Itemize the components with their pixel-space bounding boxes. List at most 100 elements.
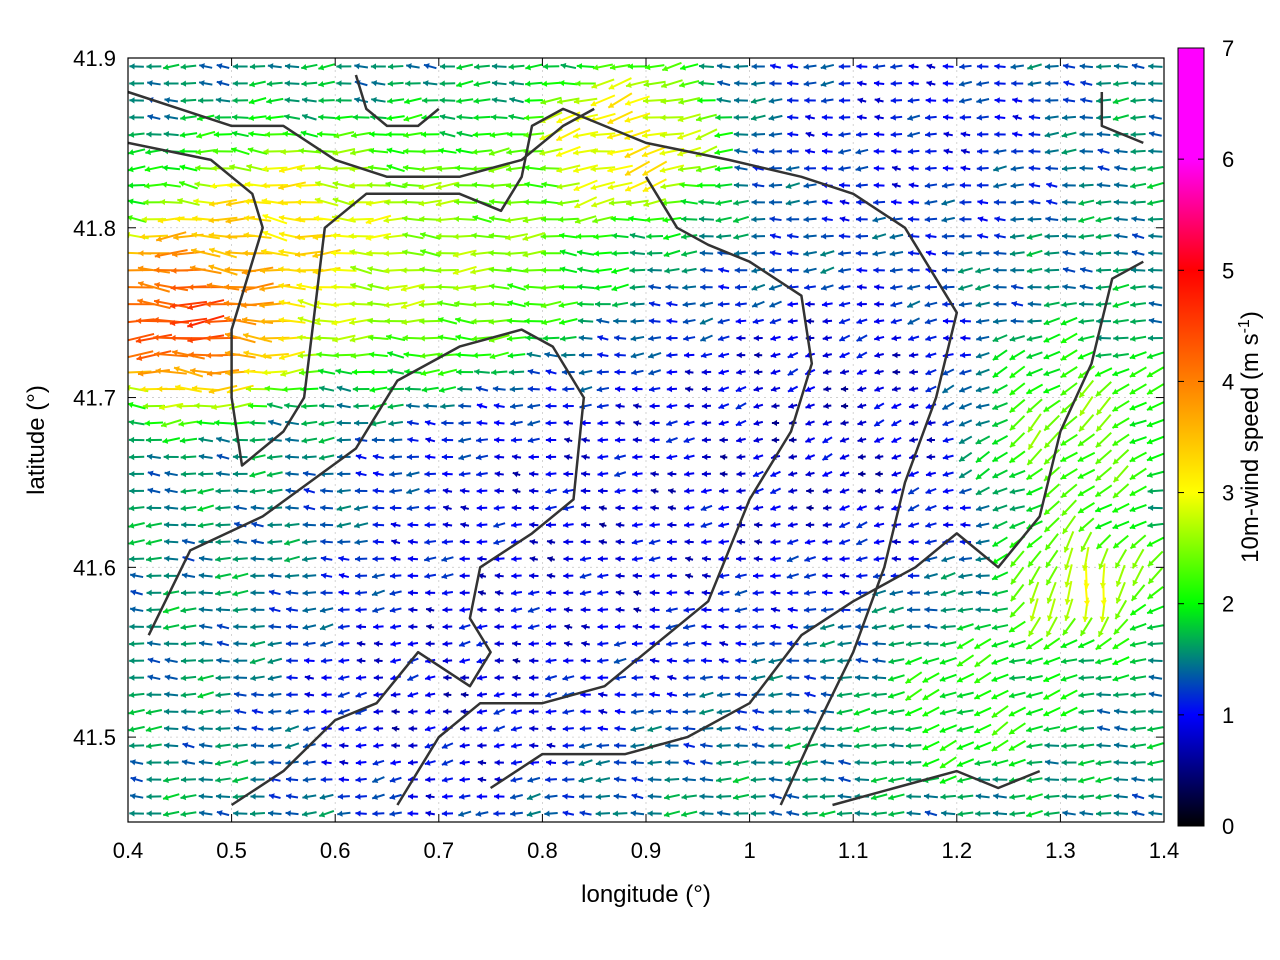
wind-arrow-head [924,284,931,291]
wind-arrow-head [460,521,467,529]
wind-arrow-head [251,521,258,528]
wind-arrow-head [959,420,966,427]
wind-arrow-head [250,606,256,613]
wind-arrow-shaft [128,370,152,374]
wind-arrow-head [677,133,684,140]
wind-arrow-head [197,505,204,512]
wind-arrow-head [470,268,476,275]
wind-arrow-head [804,165,810,172]
wind-arrow-head [198,555,205,562]
wind-arrow-head [332,165,338,172]
wind-arrow-head [1078,708,1084,716]
wind-arrow-head [733,759,739,767]
wind-arrow-head [269,606,275,613]
wind-arrow-shaft [137,281,170,293]
wind-arrow-head [733,114,739,121]
wind-arrow-head [140,386,146,393]
wind-arrow-head [871,725,877,733]
wind-arrow-head [683,759,690,766]
wind-arrow-head [1044,148,1051,155]
wind-arrow-head [331,301,337,308]
wind-arrow-head [245,385,252,393]
wind-arrow-head [425,691,431,698]
wind-arrow-head [643,201,650,208]
wind-arrow-head [785,708,791,715]
wind-arrow-head [579,573,586,580]
wind-arrow-head [768,708,774,715]
wind-arrow-head [512,488,519,495]
wind-arrow-head [873,165,880,172]
wind-arrow-head [908,199,914,206]
wind-arrow-head [471,181,478,189]
wind-arrow-head [681,811,687,818]
wind-arrow-head [1060,319,1067,326]
wind-arrow-head [146,742,152,750]
wind-arrow-head [459,759,466,766]
wind-arrow-head [233,657,239,664]
wind-arrow-head [733,131,740,138]
wind-arrow-head [540,284,547,291]
wind-arrow-head [787,80,793,87]
wind-arrow-head [1083,583,1090,589]
wind-arrow-head [1063,97,1069,104]
wind-arrow-head [1010,216,1016,223]
wind-arrow-head [163,759,169,766]
wind-arrow-head [642,186,649,192]
wind-arrow-head [302,589,308,597]
wind-arrow-head [1008,710,1015,717]
wind-arrow-head [542,335,548,342]
wind-arrow-head [130,572,136,579]
wind-arrow-head [805,148,811,155]
wind-arrow-head [803,640,809,648]
wind-arrow-head [181,572,188,579]
wind-arrow-head [1043,726,1050,733]
wind-arrow-head [147,640,153,647]
wind-arrow-head [312,234,319,241]
wind-arrow-head [442,657,449,664]
wind-arrow-head [1026,233,1033,240]
wind-arrow-head [891,334,898,342]
wind-arrow-head [250,674,256,682]
wind-arrow-head [1028,131,1035,138]
wind-arrow-head [579,793,585,800]
wind-arrow-head [1044,267,1050,274]
wind-arrow-head [624,116,631,123]
wind-arrow-head [839,470,846,477]
wind-arrow-head [872,250,879,257]
wind-arrow-head [312,268,319,275]
wind-arrow-head [697,182,703,189]
wind-arrow-head [137,265,144,272]
wind-arrow-head [216,623,223,630]
wind-arrow-head [268,623,274,630]
wind-arrow-head [354,419,360,427]
wind-arrow-head [768,691,774,699]
wind-arrow-head [942,487,949,495]
wind-arrow-head [716,725,723,732]
wind-arrow-head [563,470,569,478]
wind-arrow-head [822,131,828,138]
wind-arrow-head [992,729,999,736]
wind-arrow-head [959,386,966,393]
wind-arrow-head [1026,794,1033,801]
wind-arrow-head [493,504,500,512]
wind-arrow-head [975,438,982,445]
wind-arrow-head [248,98,255,105]
wind-arrow-head [575,80,581,87]
wind-arrow-head [1011,300,1018,308]
wind-arrow-head [226,200,232,208]
wind-arrow-head [608,102,615,108]
wind-arrow-head [244,368,250,375]
wind-arrow-head [180,505,187,512]
wind-arrow-head [823,385,829,393]
wind-arrow-head [320,657,327,664]
wind-arrow-head [1045,544,1052,551]
wind-arrow-head [442,793,448,800]
wind-arrow-head [1046,182,1053,189]
wind-arrow-head [286,606,292,613]
wind-arrow-head [249,437,255,444]
wind-arrow-head [129,470,135,478]
wind-arrow-head [215,590,221,597]
wind-arrow-head [420,148,426,155]
wind-arrow-head [262,213,269,220]
wind-arrow-head [215,606,222,613]
